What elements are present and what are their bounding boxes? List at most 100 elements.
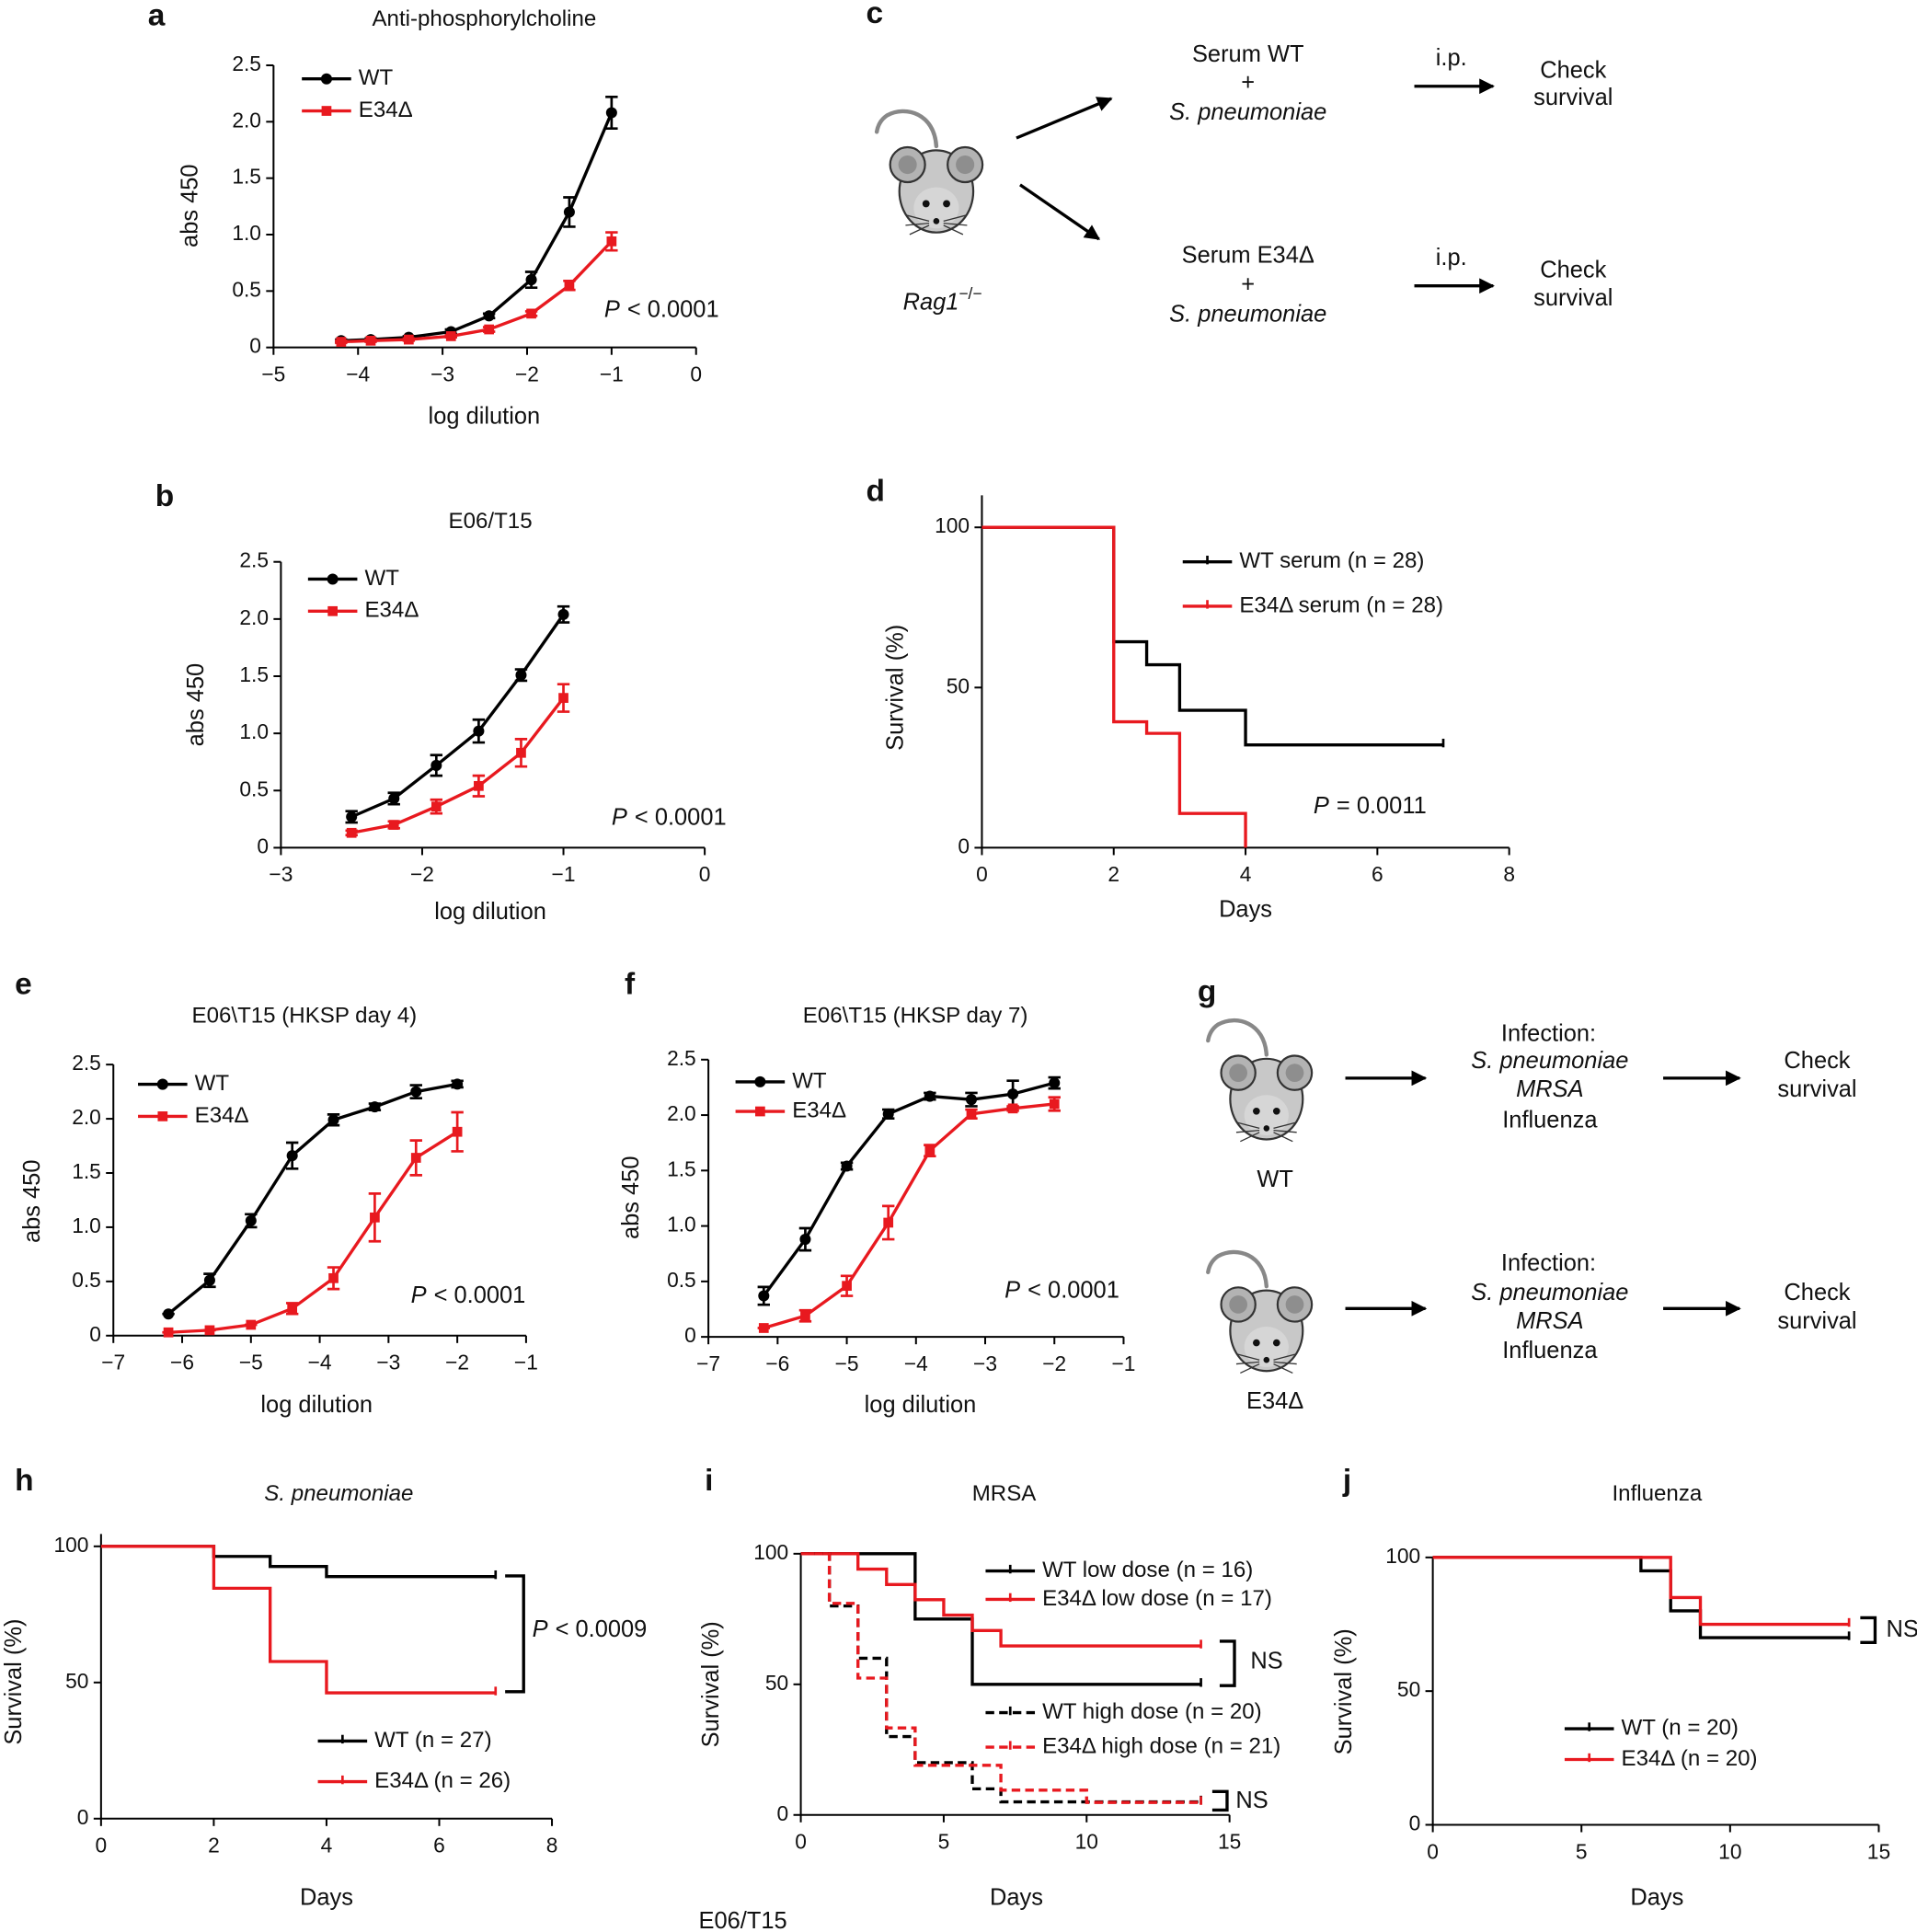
marker [516, 747, 526, 758]
y-tick-label: 1.5 [239, 662, 269, 686]
y-tick-label: 0 [77, 1805, 89, 1829]
x-tick-label: 0 [96, 1834, 108, 1857]
y-tick-label: 2.0 [232, 108, 261, 132]
annotation: P < 0.0001 [411, 1282, 526, 1308]
chart-panel: d Days Survival (%) 0 2 4 6 8 0 50 100 WT serum (n … [867, 475, 1515, 923]
legend-label: WT [364, 566, 399, 591]
series-line [167, 1130, 459, 1334]
y-axis-label: Survival (%) [883, 625, 909, 751]
chart-panel: b E06/T15 log dilution abs 450 −3 −2 −1 0 0 0.5 1.… [155, 479, 727, 925]
mouse-label: WT [1257, 1167, 1293, 1192]
marker [883, 1217, 894, 1228]
annotation-text: NS [1886, 1616, 1917, 1642]
annotation-text: NS [1250, 1648, 1282, 1673]
x-tick-label: 8 [546, 1834, 558, 1857]
x-tick-label: −2 [410, 862, 434, 886]
marker [452, 1126, 463, 1137]
y-tick-label: 2.0 [72, 1105, 101, 1129]
y-tick-label: 2.5 [239, 548, 269, 572]
chart-panel: h S. pneumoniae Days Survival (%) 0 2 4 6 8 0 50 10… [1, 1464, 648, 1911]
chart-panel: a Anti-phosphorylcholine log dilution abs 4… [148, 0, 719, 430]
plus-sign: + [1241, 271, 1255, 297]
legend-label: E34Δ [792, 1098, 846, 1122]
y-tick-label: 0 [257, 834, 269, 857]
panel-letter: c [867, 0, 884, 30]
x-tick-label: 15 [1218, 1830, 1241, 1854]
y-tick-label: 0.5 [72, 1268, 101, 1292]
marker [515, 669, 527, 681]
x-tick-label: 0 [795, 1830, 807, 1854]
legend-label: WT (n = 27) [374, 1728, 491, 1753]
series-line [350, 696, 565, 834]
marker [758, 1323, 769, 1333]
x-tick-label: −7 [696, 1351, 720, 1375]
marker [799, 1234, 811, 1246]
panel-letter: i [705, 1464, 713, 1498]
marker [321, 106, 332, 116]
legend-label: WT high dose (n = 20) [1042, 1699, 1262, 1724]
y-tick-label: 0 [1409, 1811, 1421, 1834]
series-line [340, 240, 614, 344]
marker [203, 1274, 215, 1286]
y-tick-label: 1.0 [239, 719, 269, 743]
x-tick-label: −5 [261, 362, 285, 385]
marker [346, 811, 358, 822]
y-axis-label: Survival (%) [1, 1619, 27, 1745]
legend-label: WT (n = 20) [1622, 1715, 1739, 1740]
x-axis-label: Days [1219, 896, 1272, 922]
x-tick-label: 0 [699, 862, 711, 886]
annotation: P < 0.0001 [604, 296, 719, 322]
series-line [350, 613, 565, 819]
x-tick-label: 0 [690, 362, 702, 385]
panel-letter: h [15, 1464, 33, 1498]
marker [287, 1303, 298, 1314]
marker [800, 1310, 810, 1321]
x-tick-label: 2 [1108, 862, 1119, 886]
bracket [1211, 1789, 1229, 1812]
panel-letter: f [625, 967, 636, 1001]
x-tick-label: 0 [1427, 1839, 1439, 1863]
route-label: i.p. [1436, 45, 1467, 71]
mouse-label: E34Δ [1246, 1388, 1303, 1414]
chart-panel: j Influenza Days Survival (%) 0 5 10 15 0 50 100 WT… [1331, 1464, 1917, 1911]
annotation: P < 0.0009 [533, 1616, 648, 1642]
survival-curve [100, 1545, 496, 1695]
marker [410, 1086, 422, 1098]
x-tick-label: −1 [552, 862, 576, 886]
x-tick-label: 4 [1240, 862, 1252, 886]
x-tick-label: −7 [101, 1351, 125, 1374]
series-line [763, 1102, 1055, 1330]
survival-curve [800, 1552, 1201, 1686]
outcome-label: survival [1777, 1076, 1856, 1102]
x-tick-label: −2 [515, 362, 539, 385]
marker [605, 107, 617, 119]
survival-curve [800, 1552, 1201, 1648]
x-axis-label: log dilution [865, 1392, 977, 1418]
y-tick-label: 2.5 [667, 1046, 696, 1070]
bracket [1219, 1639, 1236, 1687]
marker [1049, 1098, 1060, 1110]
x-tick-label: −3 [973, 1351, 997, 1375]
marker [320, 73, 332, 85]
annotation: NS [1886, 1616, 1917, 1642]
chart-title: E06\T15 (HKSP day 7) [803, 1003, 1028, 1028]
bracket [1860, 1616, 1877, 1644]
chart-title: E06/T15 [449, 509, 533, 534]
marker [525, 274, 537, 286]
annotation-text: < 0.0001 [434, 1282, 526, 1308]
marker [842, 1281, 852, 1292]
marker [328, 1272, 339, 1283]
chart-panel: e E06\T15 (HKSP day 4) log dilution abs 450… [15, 967, 538, 1418]
annotation-text: = 0.0011 [1337, 793, 1427, 819]
y-tick-label: 0 [958, 834, 970, 857]
mouse-icon [1208, 1252, 1312, 1374]
panel-letter: a [148, 0, 166, 33]
x-tick-label: −1 [1111, 1351, 1135, 1375]
x-axis-label: Days [300, 1885, 353, 1911]
x-tick-label: −3 [430, 362, 454, 385]
mouse-icon [877, 111, 982, 235]
outcome-label: Check [1784, 1280, 1850, 1305]
marker [558, 693, 568, 703]
y-tick-label: 50 [1397, 1677, 1420, 1701]
